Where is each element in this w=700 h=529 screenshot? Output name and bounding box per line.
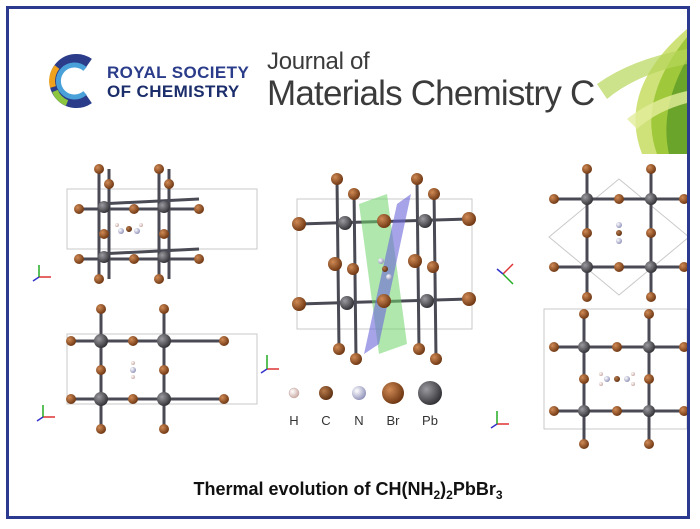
publisher-line1: ROYAL SOCIETY <box>107 63 250 82</box>
caption-sub3: 3 <box>495 488 503 502</box>
axis-icon-center <box>496 263 514 285</box>
legend-label-br: Br <box>387 413 401 428</box>
axis-icon-left-bottom <box>36 405 55 422</box>
journal-title-line1: Journal of <box>267 48 370 75</box>
publisher-line2: OF CHEMISTRY <box>107 82 249 101</box>
blue-plane <box>364 194 411 354</box>
axis-icon-left-top <box>32 265 51 282</box>
journal-swoosh-graphic <box>597 29 687 154</box>
atom-legend: H C N Br Pb <box>288 381 442 428</box>
center-atoms <box>292 173 476 365</box>
legend-n-marker <box>352 386 366 400</box>
rsc-logo-icon <box>49 54 92 108</box>
left-bottom-atoms <box>66 304 229 434</box>
caption-sub1: 2 <box>433 488 441 502</box>
legend-label-h: H <box>289 413 298 428</box>
right-top-atoms <box>549 164 687 302</box>
legend-markers <box>288 381 442 405</box>
legend-c-marker <box>319 386 333 400</box>
caption-suffix: PbBr <box>452 479 496 499</box>
cover-frame: ROYAL SOCIETY OF CHEMISTRY Journal of Ma… <box>6 6 690 519</box>
legend-br-marker <box>382 382 404 404</box>
axis-icon-right-bottom <box>490 411 509 429</box>
right-bottom-atoms <box>549 309 687 449</box>
legend-pb-marker <box>418 381 442 405</box>
caption-middle: ) <box>440 479 447 499</box>
caption-sub2: 2 <box>446 488 453 502</box>
legend-label-n: N <box>354 413 363 428</box>
left-top-atoms <box>74 164 204 284</box>
legend-label-c: C <box>321 413 330 428</box>
journal-title-line2: Materials Chemistry C <box>267 74 595 113</box>
caption-prefix: Thermal evolution of CH(NH <box>193 479 434 499</box>
publisher-name: ROYAL SOCIETY OF CHEMISTRY <box>107 63 249 101</box>
axis-icon-left-mid <box>260 355 279 374</box>
crystal-structures-illustration <box>32 164 687 449</box>
cover-caption: Thermal evolution of CH(NH2)2PbBr3 <box>9 479 687 502</box>
publisher-line2-prefix: OF <box>107 82 137 101</box>
journal-title: Journal of Materials Chemistry C <box>267 48 595 113</box>
publisher-line2-bold: CHEMISTRY <box>136 82 240 101</box>
legend-label-pb: Pb <box>422 413 438 428</box>
legend-h-marker <box>288 387 300 399</box>
